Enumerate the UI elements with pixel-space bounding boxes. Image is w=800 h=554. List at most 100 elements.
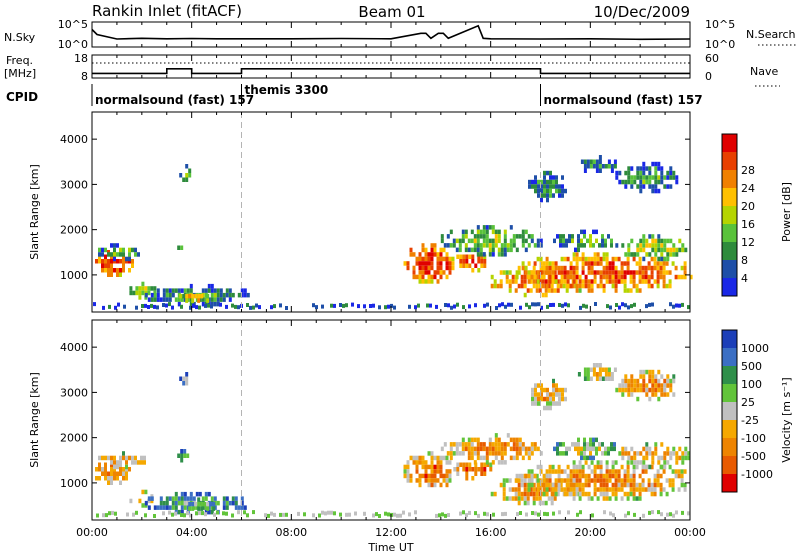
power-cell xyxy=(189,301,193,307)
power-cell xyxy=(620,261,624,266)
velocity-cell xyxy=(633,378,637,384)
time-tick-label: 20:00 xyxy=(574,526,606,539)
power-cell xyxy=(668,283,672,289)
power-cell xyxy=(587,261,591,266)
power-cell xyxy=(444,303,447,307)
velocity-cell xyxy=(524,451,528,456)
velocity-cell xyxy=(110,467,113,472)
power-cell xyxy=(536,243,540,248)
velocity-cell xyxy=(523,491,527,497)
velocity-cell xyxy=(433,464,437,470)
velocity-cell xyxy=(279,512,282,517)
velocity-cell xyxy=(177,500,181,506)
power-cell xyxy=(614,265,618,271)
power-cell xyxy=(598,155,602,160)
power-cell xyxy=(553,288,557,293)
power-cell xyxy=(421,243,425,248)
power-cell xyxy=(116,252,119,257)
velocity-cell xyxy=(110,460,113,465)
velocity-cell xyxy=(225,505,229,510)
velocity-cell xyxy=(626,469,630,474)
velocity-cell xyxy=(503,442,507,447)
velocity-cell xyxy=(231,500,235,506)
velocity-cell xyxy=(534,401,537,406)
power-cell xyxy=(131,263,134,268)
velocity-cell xyxy=(489,462,493,467)
power-cell xyxy=(623,288,627,293)
power-cell xyxy=(608,265,612,271)
power-cell xyxy=(216,301,220,307)
velocity-cell xyxy=(98,476,101,481)
velocity-cell xyxy=(560,469,564,474)
velocity-cell xyxy=(601,451,604,456)
velocity-cell xyxy=(324,511,327,516)
power-cell xyxy=(632,279,636,284)
velocity-cell xyxy=(430,451,434,456)
velocity-cell xyxy=(207,509,211,515)
velocity-cell xyxy=(477,513,480,518)
power-cell xyxy=(521,238,525,244)
power-cell xyxy=(528,179,531,185)
power-cell xyxy=(551,265,555,271)
velocity-cell xyxy=(666,383,670,388)
power-cell xyxy=(665,261,669,266)
velocity-cell xyxy=(534,387,537,393)
power-cell xyxy=(228,288,232,293)
power-cell xyxy=(455,238,459,244)
velocity-cell xyxy=(518,473,522,479)
power-cell xyxy=(543,188,546,194)
power-cell xyxy=(680,274,684,280)
velocity-cell xyxy=(549,396,552,402)
velocity-cell xyxy=(433,469,437,474)
velocity-cell xyxy=(602,496,606,501)
velocity-cell xyxy=(444,513,447,518)
velocity-cell xyxy=(436,469,440,474)
power-cell xyxy=(141,290,145,296)
velocity-cell xyxy=(557,482,561,488)
power-cell xyxy=(605,270,609,275)
velocity-cell xyxy=(465,467,469,472)
power-cell xyxy=(168,297,172,302)
velocity-cell xyxy=(587,482,591,488)
power-cell xyxy=(601,243,604,248)
velocity-cell xyxy=(442,455,446,461)
velocity-cell xyxy=(627,387,631,393)
frequency-ylabel: Freq. xyxy=(6,54,33,67)
power-cell xyxy=(150,292,154,298)
power-cell xyxy=(378,305,381,310)
power-cell xyxy=(648,184,652,189)
velocity-cell xyxy=(234,500,238,506)
velocity-cell xyxy=(529,487,533,492)
velocity-cell xyxy=(98,467,101,472)
velocity-cell xyxy=(677,473,681,479)
power-cell xyxy=(412,265,416,271)
velocity-cell xyxy=(517,496,521,501)
power-cell xyxy=(503,247,507,253)
velocity-cell xyxy=(624,378,628,384)
velocity-cell xyxy=(198,491,202,497)
power-cell xyxy=(542,261,546,266)
cpid-segment-themis: themis 3300 xyxy=(245,83,329,97)
power-cell xyxy=(648,243,652,248)
power-cell xyxy=(162,297,166,302)
velocity-cell xyxy=(532,491,536,497)
power-cell xyxy=(545,283,549,289)
velocity-cell xyxy=(651,455,655,461)
power-cell xyxy=(650,256,654,262)
power-cell xyxy=(581,261,585,266)
velocity-cell xyxy=(596,473,600,479)
velocity-cell xyxy=(605,496,609,501)
power-cell xyxy=(580,243,583,248)
velocity-cell xyxy=(587,473,591,479)
power-cell xyxy=(636,166,640,171)
velocity-cell xyxy=(477,467,481,472)
power-cell xyxy=(669,170,673,176)
velocity-cell xyxy=(168,505,172,510)
velocity-cell xyxy=(530,473,534,479)
power-cell xyxy=(656,283,660,289)
power-cell xyxy=(660,256,664,262)
velocity-cell xyxy=(462,510,465,515)
velocity-cell xyxy=(638,487,642,492)
velocity-cell xyxy=(500,460,504,465)
power-cell xyxy=(110,252,113,257)
